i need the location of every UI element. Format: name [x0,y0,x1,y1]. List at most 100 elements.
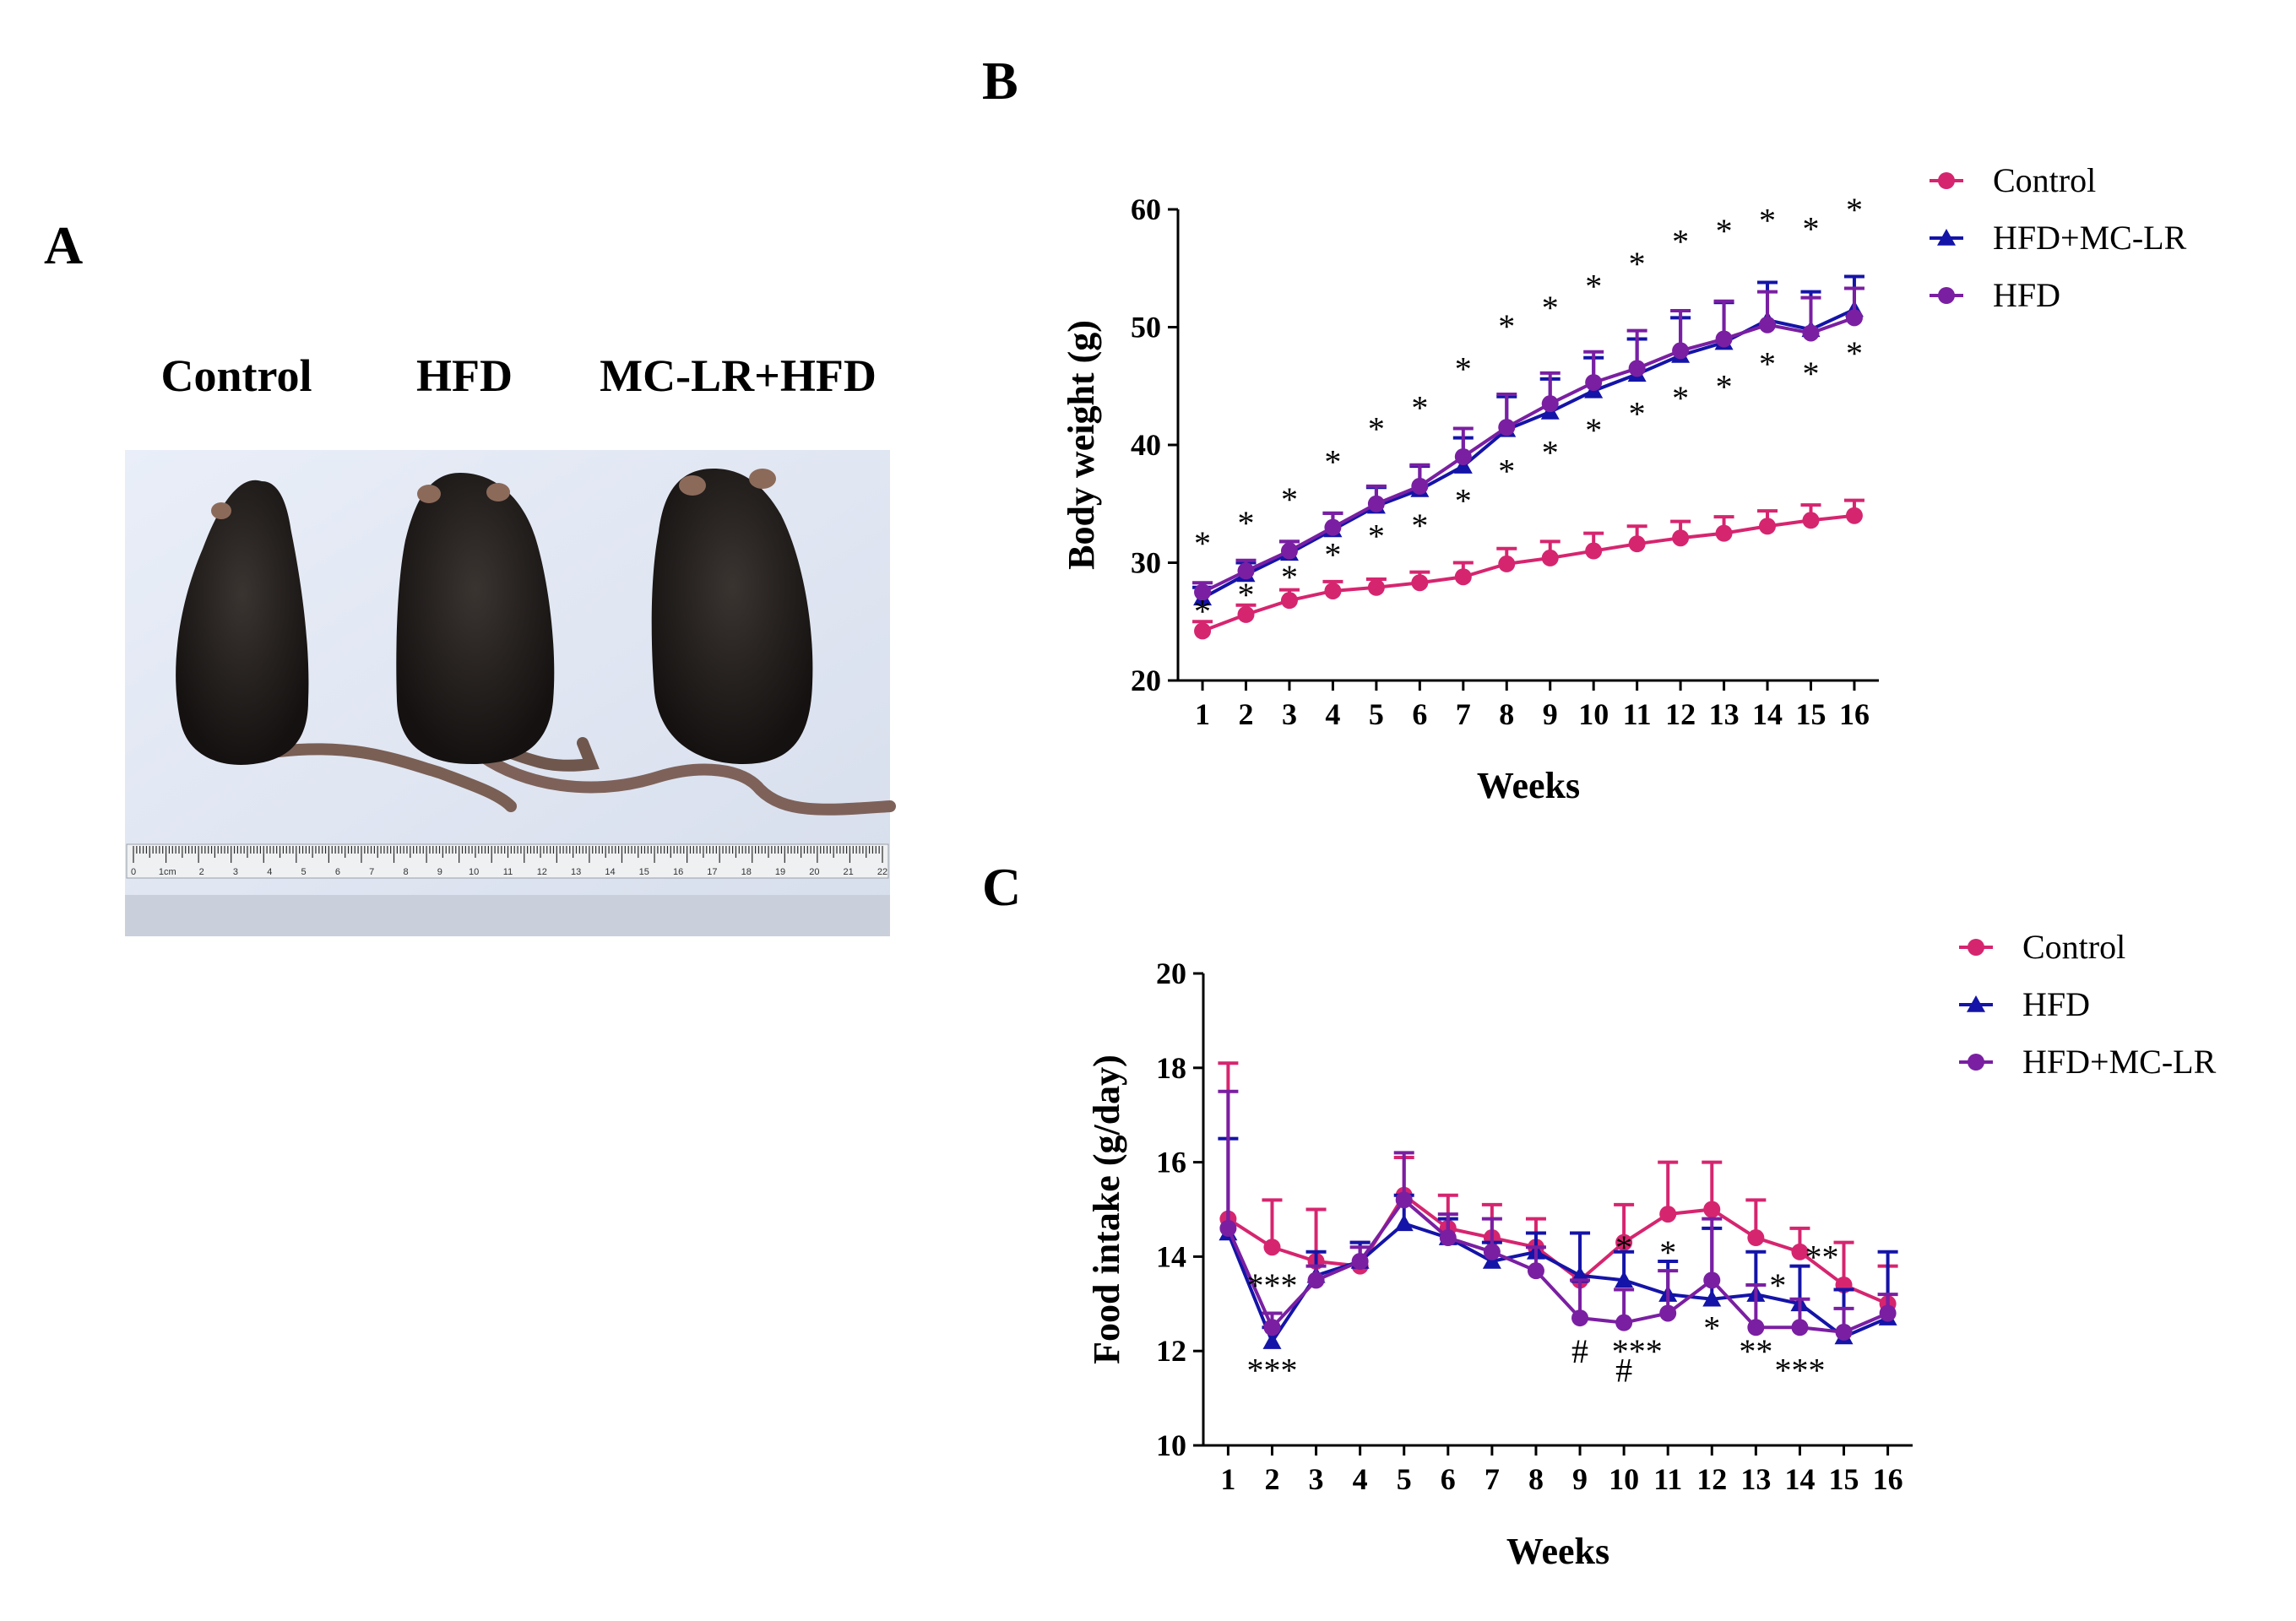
tail-control [273,743,517,812]
y-tick-label: 20 [1131,664,1161,697]
x-tick-label: 3 [1282,697,1297,731]
series-line-control [1202,513,1855,633]
ruler-number: 9 [437,867,442,877]
point-legend-hfd [1967,995,1985,1012]
series-line-hfd-mc-lr [1202,307,1855,600]
ruler-numbers: 0 1cm 2 3 4 5 6 7 8 9 10 11 12 13 14 15 16 17 18 19 20 21 22 [131,867,887,877]
point-control [1659,1206,1677,1223]
point-legend-control [1968,939,1984,956]
significance-mark: * [1194,524,1211,562]
point-hfd [1394,1214,1414,1232]
x-tick-label: 4 [1353,1462,1368,1496]
point-hfd [1367,495,1385,512]
point-hfd-mc-lr [1483,1243,1501,1260]
ear-hfd-right [486,483,510,501]
significance-mark: * [1846,191,1863,229]
ear-mclr-hfd-right [749,469,776,489]
x-tick-label: 6 [1441,1462,1456,1496]
x-tick-label: 14 [1752,697,1783,731]
point-control [1585,542,1603,560]
point-hfd [1454,447,1472,465]
significance-mark: *** [1774,1352,1825,1390]
y-tick-label: 50 [1131,311,1161,344]
x-tick-label: 16 [1839,697,1870,731]
x-tick-label: 14 [1784,1462,1815,1496]
point-control [1411,574,1429,592]
point-hfd [1280,542,1298,560]
mouse-label-control: Control [160,350,312,401]
point-hfd-mc-lr [1659,1304,1677,1322]
x-tick-label: 5 [1397,1462,1412,1496]
point-control [1541,549,1559,567]
point-hfd-mc-lr [1351,1252,1369,1270]
x-axis-title: Weeks [1477,765,1580,806]
point-hfd-mc-lr [1219,1219,1237,1237]
mouse-mclr-hfd [651,469,813,764]
series-hfd [1192,286,1864,601]
y-tick-label: 14 [1156,1239,1186,1273]
y-tick-label: 60 [1131,192,1161,226]
significance-mark: * [1585,411,1602,449]
point-hfd [1541,395,1559,413]
significance-mark: * [1411,507,1428,545]
significance-mark: * [1194,593,1211,631]
significance-mark: * [1716,367,1733,405]
significance-mark: * [1281,480,1298,518]
x-tick-label: 4 [1325,697,1340,731]
significance-mark: * [1281,558,1298,596]
x-tick-label: 1 [1195,697,1210,731]
point-legend-hfd [1938,287,1955,304]
significance-mark: * [1542,289,1559,327]
panel-letter-b: B [982,51,1018,111]
x-axis-title: Weeks [1506,1531,1609,1572]
ruler-number: 0 [131,867,136,877]
point-hfd [1324,518,1342,536]
significance-mark: * [1368,517,1385,555]
point-legend-hfd-mc-lr [1968,1054,1984,1071]
x-tick-label: 7 [1485,1462,1500,1496]
significance-mark: * [1238,504,1255,542]
x-tick-label: 13 [1709,697,1740,731]
y-tick-label: 20 [1156,957,1186,990]
significance-mark: *** [1246,1352,1297,1390]
significance-mark: * [1703,1309,1720,1347]
point-hfd [1845,309,1863,327]
point-control [1237,605,1255,623]
ear-hfd-left [417,485,441,503]
legend-label-hfd: HFD [1993,276,2060,314]
significance-mark: * [1846,334,1863,372]
series-line-hfd [1226,1222,1889,1346]
significance-mark: # [1615,1352,1632,1390]
point-hfd-mc-lr [1747,1319,1765,1336]
ruler-number: 20 [809,867,819,877]
point-hfd-mc-lr [1395,1191,1413,1209]
significance-mark: *** [1612,1332,1663,1370]
ruler-number: 1cm [159,867,176,877]
x-tick-label: 11 [1653,1462,1682,1496]
significance-mark: * [1759,345,1776,383]
series-hfd-mc-lr [1218,1089,1898,1341]
point-control [1367,578,1385,596]
panel-a-photo-group: Control HFD MC-LR+HFD 0 [125,350,896,936]
significance-mark: * [1498,307,1515,345]
point-control [1280,592,1298,610]
x-tick-label: 2 [1239,697,1254,731]
ruler-number: 21 [844,867,854,877]
point-control [1615,1233,1633,1251]
significance-mark: * [1769,1266,1786,1304]
ruler-number: 4 [267,867,272,877]
panel-letter-a: A [44,215,83,275]
point-hfd [1759,316,1777,333]
x-tick-label: 7 [1456,697,1471,731]
y-tick-label: 18 [1156,1051,1186,1085]
ruler-number: 8 [403,867,408,877]
x-tick-label: 11 [1623,697,1652,731]
point-hfd [1628,360,1646,377]
point-hfd [1482,1251,1501,1269]
significance-mark: * [1629,394,1646,432]
x-tick-label: 3 [1309,1462,1324,1496]
point-control [1454,568,1472,586]
series-control [1192,498,1864,640]
y-tick-label: 10 [1156,1429,1186,1462]
